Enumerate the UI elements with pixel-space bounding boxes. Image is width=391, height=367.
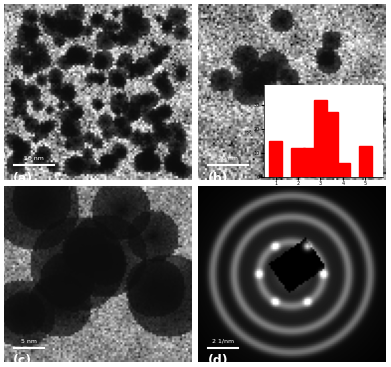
Text: 5 nm: 5 nm bbox=[21, 339, 37, 344]
Text: (b): (b) bbox=[208, 172, 228, 185]
Text: (d): (d) bbox=[208, 355, 228, 367]
Text: 20 nm: 20 nm bbox=[218, 156, 238, 161]
Text: (c): (c) bbox=[13, 355, 32, 367]
Text: 2 1/nm: 2 1/nm bbox=[212, 339, 234, 344]
Text: (a): (a) bbox=[13, 172, 34, 185]
Text: 50 nm: 50 nm bbox=[24, 156, 44, 161]
